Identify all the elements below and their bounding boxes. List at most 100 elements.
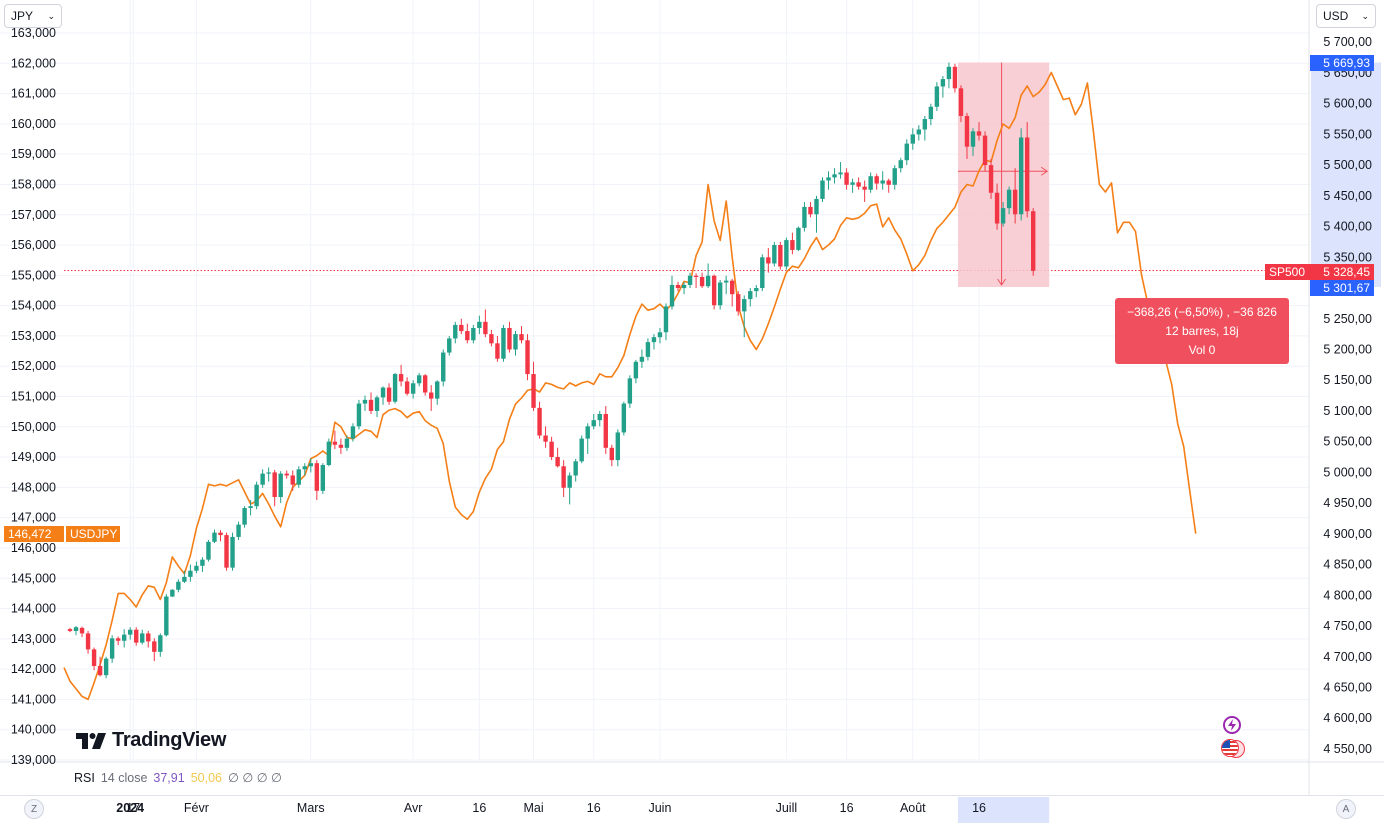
left-tick-label: 148,000 bbox=[11, 480, 56, 494]
measure-arrow-head bbox=[1040, 166, 1049, 176]
grid-lines bbox=[0, 0, 1384, 795]
auto-scale-label: A bbox=[1342, 803, 1350, 815]
measure-info-box: −368,26 (−6,50%) , −36 826 12 barres, 18… bbox=[1115, 298, 1289, 364]
zoom-reset-button[interactable]: Z bbox=[24, 799, 44, 819]
right-currency-label: USD bbox=[1323, 9, 1349, 23]
candle-body bbox=[814, 198, 819, 215]
right-tick-label: 5 400,00 bbox=[1323, 220, 1372, 234]
candle-body bbox=[970, 131, 976, 147]
candle-body bbox=[97, 665, 103, 676]
left-tick-label: 149,000 bbox=[11, 450, 56, 464]
candle-body bbox=[910, 134, 915, 144]
candle-body bbox=[681, 284, 687, 289]
candle-body bbox=[85, 633, 91, 650]
rsi-params: 14 close bbox=[100, 770, 148, 785]
candle-body bbox=[194, 565, 199, 571]
candle-body bbox=[140, 633, 145, 643]
time-tick-label: Juill bbox=[776, 801, 798, 815]
candle-body bbox=[982, 135, 988, 166]
candle-body bbox=[874, 176, 879, 184]
candle-body bbox=[218, 532, 223, 536]
auto-scale-button[interactable]: A bbox=[1336, 799, 1356, 819]
left-tick-label: 153,000 bbox=[11, 329, 56, 343]
candle-body bbox=[128, 629, 133, 635]
candle-body bbox=[579, 438, 584, 462]
candle-body bbox=[284, 473, 289, 476]
candle-body bbox=[934, 86, 940, 107]
candle-body bbox=[146, 633, 151, 642]
candle-body bbox=[790, 240, 795, 250]
right-currency-select[interactable]: USD ⌄ bbox=[1316, 4, 1376, 28]
sp500-candles bbox=[67, 62, 1036, 679]
measure-time-highlight bbox=[957, 797, 1050, 823]
rsi-empty-values: ∅ ∅ ∅ ∅ bbox=[227, 771, 282, 785]
lightning-event-icon[interactable] bbox=[1223, 716, 1241, 734]
left-currency-select[interactable]: JPY ⌄ bbox=[4, 4, 62, 28]
time-tick-label: Févr bbox=[184, 801, 209, 815]
candle-body bbox=[651, 337, 657, 343]
candle-body bbox=[332, 441, 338, 445]
candle-body bbox=[988, 165, 994, 193]
us-flag-event-icon[interactable] bbox=[1221, 739, 1239, 757]
candle-body bbox=[501, 327, 506, 359]
candle-body bbox=[555, 457, 560, 467]
candle-body bbox=[693, 275, 699, 277]
candle-body bbox=[723, 280, 729, 283]
candle-body bbox=[838, 172, 843, 175]
candle-body bbox=[121, 634, 127, 641]
sp500-low-value: 5 301,67 bbox=[1323, 281, 1370, 295]
time-tick-label: 16 bbox=[587, 801, 601, 815]
sp500-high-value: 5 669,93 bbox=[1323, 56, 1370, 70]
candle-body bbox=[537, 407, 542, 436]
candle-body bbox=[844, 172, 849, 185]
candle-body bbox=[754, 288, 759, 292]
time-axis[interactable] bbox=[0, 795, 1384, 826]
candle-body bbox=[495, 343, 500, 359]
left-tick-label: 160,000 bbox=[11, 117, 56, 131]
candle-body bbox=[380, 387, 386, 398]
left-tick-label: 147,000 bbox=[11, 511, 56, 525]
candle-body bbox=[350, 426, 356, 439]
right-tick-label: 5 050,00 bbox=[1323, 435, 1372, 449]
candle-body bbox=[236, 524, 241, 537]
candle-body bbox=[489, 334, 494, 344]
candle-body bbox=[928, 106, 934, 120]
candle-body bbox=[266, 472, 271, 474]
candle-body bbox=[152, 641, 157, 652]
sp500-high-tag: 5 669,93 bbox=[1310, 55, 1374, 71]
right-tick-label: 5 600,00 bbox=[1323, 97, 1372, 111]
candle-body bbox=[778, 245, 783, 267]
sp500-symbol-tag: SP500 bbox=[1265, 264, 1310, 280]
rsi-ma-value: 50,06 bbox=[190, 770, 222, 785]
tradingview-logo[interactable]: TradingView bbox=[76, 729, 226, 752]
candle-body bbox=[585, 426, 590, 439]
right-tick-label: 5 700,00 bbox=[1323, 35, 1372, 49]
candle-body bbox=[820, 180, 825, 199]
left-tick-label: 152,000 bbox=[11, 359, 56, 373]
candle-body bbox=[609, 447, 614, 461]
candle-body bbox=[1024, 137, 1030, 212]
candle-body bbox=[392, 374, 398, 402]
candle-body bbox=[182, 576, 187, 582]
candle-body bbox=[1006, 189, 1012, 209]
candle-body bbox=[212, 532, 217, 542]
measure-rect bbox=[957, 62, 1050, 288]
candle-body bbox=[952, 66, 958, 89]
candle-body bbox=[645, 342, 651, 357]
candle-body bbox=[603, 414, 608, 448]
rsi-label: RSI bbox=[74, 770, 95, 785]
candle-body bbox=[832, 174, 837, 178]
candle-body bbox=[669, 284, 675, 307]
rsi-legend[interactable]: RSI 14 close 37,91 50,06 ∅ ∅ ∅ ∅ bbox=[74, 770, 282, 786]
candle-body bbox=[699, 276, 705, 287]
candle-body bbox=[898, 160, 903, 169]
right-tick-label: 5 250,00 bbox=[1323, 312, 1372, 326]
left-tick-label: 155,000 bbox=[11, 268, 56, 282]
right-tick-label: 5 350,00 bbox=[1323, 250, 1372, 264]
rsi-value: 37,91 bbox=[153, 770, 185, 785]
candle-body bbox=[73, 627, 79, 631]
right-tick-label: 4 550,00 bbox=[1323, 742, 1372, 756]
candle-body bbox=[344, 438, 350, 448]
